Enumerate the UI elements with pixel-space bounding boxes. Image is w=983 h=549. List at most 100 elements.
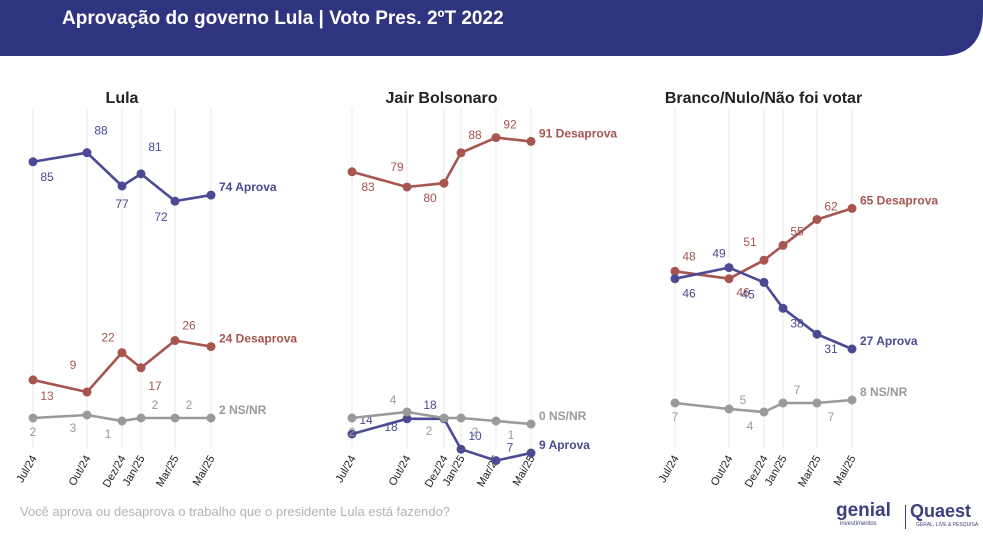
x-tick-label: Out/24 [67, 454, 94, 489]
data-label: 9 [70, 358, 77, 372]
data-point [206, 413, 216, 423]
data-point [812, 329, 822, 339]
data-label: 13 [40, 389, 54, 403]
data-label: 5 [740, 393, 747, 407]
data-label: 17 [148, 379, 162, 393]
x-tick-label: Mai/25 [511, 454, 538, 489]
data-label: 55 [790, 224, 804, 238]
data-label: 31 [824, 342, 838, 356]
data-label: 48 [682, 249, 696, 263]
data-point [439, 413, 449, 423]
data-label: 2 [349, 425, 356, 439]
survey-question: Você aprova ou desaprova o trabalho que … [20, 504, 451, 519]
data-point [812, 398, 822, 408]
data-label: 7 [794, 383, 801, 397]
data-label: 72 [154, 210, 168, 224]
data-label: 7 [507, 441, 514, 455]
data-point [170, 413, 180, 423]
series-line-nsnr [32, 413, 211, 423]
series-line-aprova [32, 151, 212, 203]
header-background [0, 0, 983, 56]
data-point [347, 167, 357, 177]
data-label: 26 [182, 319, 196, 333]
data-point [778, 398, 788, 408]
data-label: 2 [30, 425, 37, 439]
series-end-label: 24 Desaprova [219, 332, 297, 346]
data-point [82, 387, 92, 397]
x-tick-label: Jul/24 [657, 454, 682, 485]
data-point [724, 263, 734, 273]
data-label: 1 [508, 428, 515, 442]
genial-logo-subtitle: investimentos [840, 521, 877, 527]
data-point [206, 342, 216, 352]
data-point [670, 266, 680, 276]
data-point [759, 407, 769, 417]
data-point [82, 148, 92, 158]
data-label: 18 [423, 398, 437, 412]
data-point [117, 416, 127, 426]
data-label: 2 [186, 398, 193, 412]
x-tick-label: Jul/24 [334, 454, 359, 485]
data-point [28, 157, 38, 167]
data-label: 3 [70, 421, 77, 435]
data-point [670, 398, 680, 408]
data-point [170, 196, 180, 206]
data-point [402, 182, 412, 192]
data-label: 2 [472, 425, 479, 439]
data-point [117, 181, 127, 191]
series-line-aprova [674, 266, 853, 351]
page-title: Aprovação do governo Lula | Voto Pres. 2… [62, 8, 504, 29]
data-point [491, 456, 501, 466]
data-point [347, 429, 357, 439]
data-point [759, 277, 769, 287]
series-line-nsnr [351, 410, 532, 426]
data-point [724, 404, 734, 414]
data-point [117, 348, 127, 358]
data-point [170, 336, 180, 346]
data-label: 88 [468, 128, 482, 142]
panel-title: Branco/Nulo/Não foi votar [665, 90, 862, 107]
data-label: 83 [361, 180, 375, 194]
header-banner: Aprovação do governo Lula | Voto Pres. 2… [0, 0, 983, 56]
data-label: 46 [736, 286, 750, 300]
data-point [847, 203, 857, 213]
data-point [847, 395, 857, 405]
data-label: 18 [384, 420, 398, 434]
data-point [402, 414, 412, 424]
series-end-label: 27 Aprova [860, 334, 918, 348]
data-point [812, 215, 822, 224]
series-end-label: 74 Aprova [219, 180, 277, 194]
data-label: 88 [94, 124, 108, 138]
data-label: 80 [423, 191, 437, 205]
data-point [847, 344, 857, 354]
data-label: 49 [712, 247, 726, 261]
data-point [456, 413, 466, 423]
data-point [670, 274, 680, 284]
series-end-label: 9 Aprova [539, 438, 590, 452]
series-line-aprova [351, 417, 532, 462]
series-end-label: 8 NS/NR [860, 385, 908, 399]
data-label: 62 [824, 200, 838, 214]
data-point [136, 169, 146, 179]
series-end-label: 0 NS/NR [539, 409, 587, 423]
data-point [28, 375, 38, 385]
quaest-logo: Quaest [910, 501, 972, 521]
data-point [456, 148, 466, 158]
logos: genial investimentos Quaest GERAL, LIVE … [834, 500, 983, 534]
series-line-nsnr [674, 398, 853, 414]
series-end-label: 65 Desaprova [860, 193, 938, 207]
data-point [347, 413, 357, 423]
series-line-desaprova [674, 207, 853, 281]
data-label: 22 [101, 331, 115, 345]
data-point [526, 419, 536, 429]
data-point [526, 136, 536, 146]
data-point [82, 410, 92, 420]
x-tick-label: Mai/25 [832, 454, 859, 489]
logo-divider [905, 505, 906, 529]
series-line-desaprova [351, 136, 532, 189]
data-label: 92 [503, 118, 517, 132]
data-label: 2 [152, 398, 159, 412]
data-label: 51 [743, 235, 757, 249]
